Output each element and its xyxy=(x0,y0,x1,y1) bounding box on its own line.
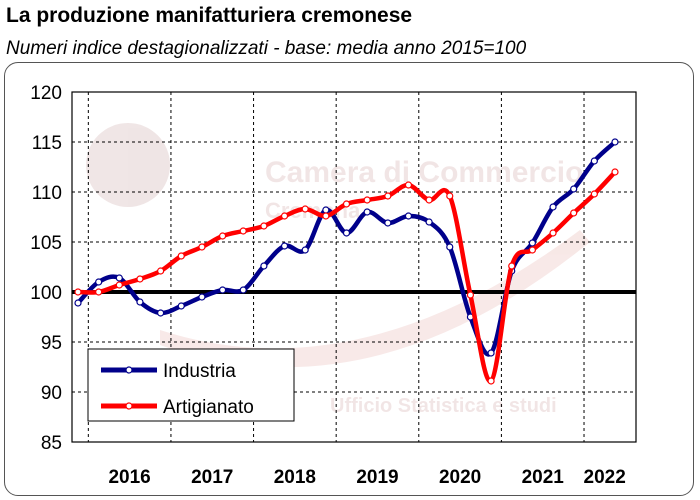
y-tick-label: 110 xyxy=(32,183,62,204)
data-point-industria xyxy=(136,298,144,306)
watermark-line-1: Camera di Commercio xyxy=(265,156,583,189)
data-point-industria xyxy=(404,212,413,220)
legend-label-industria: Industria xyxy=(163,361,236,382)
data-point-artigianato xyxy=(446,192,454,200)
chart-title: La produzione manifatturiera cremonese xyxy=(6,4,413,27)
y-axis-ticks: 85 90 95 100 105 110 115 120 xyxy=(30,83,62,454)
grid xyxy=(72,92,636,442)
data-point-industria xyxy=(301,246,309,254)
data-point-artigianato xyxy=(363,196,371,204)
data-point-industria xyxy=(570,185,578,193)
data-point-artigianato xyxy=(136,275,144,283)
y-tick-label: 85 xyxy=(41,433,62,454)
data-point-artigianato xyxy=(570,209,578,217)
watermark-seal-icon xyxy=(86,123,170,207)
x-tick-label: 2018 xyxy=(274,467,316,488)
data-point-industria xyxy=(549,203,557,211)
series-layer xyxy=(74,138,619,385)
data-point-industria xyxy=(487,349,495,357)
data-point-industria xyxy=(157,309,165,317)
x-tick-label: 2021 xyxy=(522,467,565,488)
data-point-industria xyxy=(425,218,433,226)
data-point-industria xyxy=(611,138,619,146)
data-point-industria xyxy=(446,243,454,251)
x-tick-label: 2016 xyxy=(108,467,150,488)
data-point-industria xyxy=(218,286,227,294)
y-tick-label: 105 xyxy=(30,233,62,254)
data-point-industria xyxy=(239,286,247,294)
data-point-artigianato xyxy=(301,205,309,213)
data-point-industria xyxy=(115,274,123,282)
data-point-artigianato xyxy=(466,291,475,299)
data-point-artigianato xyxy=(425,196,433,204)
data-point-artigianato xyxy=(322,212,330,220)
data-point-industria xyxy=(198,293,206,301)
legend-marker-industria xyxy=(125,366,133,374)
data-point-industria xyxy=(342,229,351,237)
data-point-artigianato xyxy=(260,222,268,230)
x-tick-label: 2020 xyxy=(439,467,481,488)
legend: Industria Artigianato xyxy=(87,348,295,422)
y-tick-label: 120 xyxy=(30,83,62,104)
legend-marker-artigianato xyxy=(125,402,133,410)
watermark-line-3: Ufficio Statistica e studi xyxy=(330,395,557,417)
plot-area-border xyxy=(71,91,637,443)
data-point-artigianato xyxy=(549,229,557,237)
data-point-industria xyxy=(590,157,598,165)
legend-box xyxy=(87,348,295,422)
data-point-industria xyxy=(260,262,268,270)
data-point-artigianato xyxy=(404,181,413,189)
data-point-artigianato xyxy=(95,288,103,296)
data-point-artigianato xyxy=(177,252,185,260)
data-point-artigianato xyxy=(528,246,536,254)
data-point-artigianato xyxy=(198,243,206,251)
legend-label-artigianato: Artigianato xyxy=(163,397,254,418)
y-tick-label: 100 xyxy=(30,283,62,304)
axes xyxy=(71,91,637,443)
data-point-industria xyxy=(74,299,82,307)
data-point-industria xyxy=(384,219,392,227)
data-point-industria xyxy=(528,239,536,247)
x-tick-label: 2019 xyxy=(356,467,398,488)
data-point-industria xyxy=(322,206,330,214)
chart-subtitle: Numeri indice destagionalizzati - base: … xyxy=(6,38,527,59)
data-point-industria xyxy=(95,278,103,286)
data-point-artigianato xyxy=(487,377,495,385)
data-point-artigianato xyxy=(611,168,619,176)
data-point-artigianato xyxy=(280,212,289,220)
data-point-artigianato xyxy=(508,262,516,270)
x-tick-label: 2022 xyxy=(584,467,626,488)
data-point-industria xyxy=(363,208,371,216)
y-tick-label: 115 xyxy=(32,133,62,154)
x-axis-ticks: 2016 2017 2018 2019 2020 2021 2022 xyxy=(108,467,625,488)
data-point-artigianato xyxy=(74,288,82,296)
data-point-industria xyxy=(280,242,289,250)
y-tick-label: 95 xyxy=(41,333,62,354)
data-point-artigianato xyxy=(239,227,247,235)
series-line-artigianato xyxy=(75,169,618,384)
y-tick-label: 90 xyxy=(41,383,62,404)
data-point-artigianato xyxy=(218,232,227,240)
x-tick-label: 2017 xyxy=(191,467,233,488)
data-point-artigianato xyxy=(342,200,351,208)
data-point-artigianato xyxy=(590,190,598,198)
data-point-artigianato xyxy=(157,267,165,275)
data-point-industria xyxy=(177,302,185,310)
data-point-artigianato xyxy=(384,192,392,200)
data-point-artigianato xyxy=(115,281,123,289)
